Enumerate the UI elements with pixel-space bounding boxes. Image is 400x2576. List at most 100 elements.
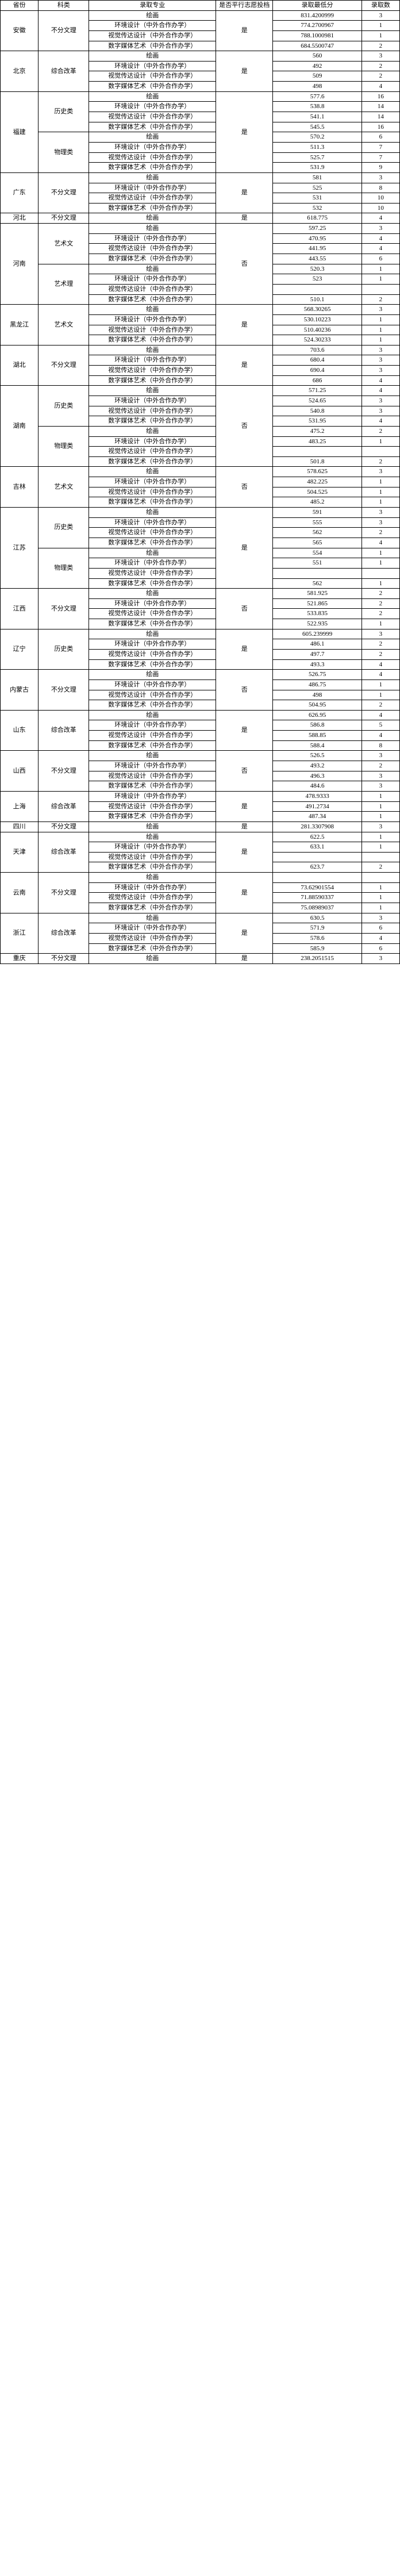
count-cell: 3 [361,305,399,315]
major-cell: 绘画 [89,386,216,396]
parallel-cell: 是 [216,954,273,964]
count-cell: 3 [361,781,399,792]
score-cell: 470.95 [273,233,361,244]
score-cell: 586.8 [273,720,361,731]
table-row: 福建历史类绘画是577.616 [1,91,400,102]
score-cell: 605.239999 [273,629,361,639]
major-cell: 绘画 [89,832,216,842]
count-cell [361,873,399,883]
score-cell: 520.3 [273,264,361,274]
table-row: 上海综合改革环境设计（中外合作办学）是478.93331 [1,791,400,801]
count-cell: 4 [361,659,399,670]
parallel-cell: 是 [216,10,273,51]
score-cell: 532 [273,203,361,213]
major-cell: 环境设计（中外合作办学） [89,842,216,853]
count-cell: 1 [361,30,399,41]
major-cell: 绘画 [89,954,216,964]
major-cell: 绘画 [89,913,216,923]
province-cell: 辽宁 [1,629,39,670]
count-cell: 3 [361,629,399,639]
count-cell: 2 [361,700,399,711]
major-cell: 数字媒体艺术（中外合作办学） [89,862,216,873]
table-row: 吉林艺术文绘画否578.6253 [1,467,400,477]
score-cell: 562 [273,578,361,589]
score-cell: 581.925 [273,589,361,599]
score-cell: 498 [273,82,361,92]
score-cell: 443.55 [273,254,361,264]
major-cell: 视觉传达设计（中外合作办学） [89,568,216,578]
score-cell: 562 [273,528,361,538]
count-cell: 3 [361,355,399,366]
count-cell: 1 [361,619,399,629]
score-cell: 486.75 [273,679,361,690]
table-row: 浙江综合改革绘画是630.53 [1,913,400,923]
count-cell: 4 [361,82,399,92]
major-cell: 绘画 [89,224,216,234]
major-cell: 数字媒体艺术（中外合作办学） [89,122,216,132]
major-cell: 环境设计（中外合作办学） [89,183,216,193]
count-cell [361,284,399,294]
major-cell: 环境设计（中外合作办学） [89,436,216,447]
major-cell: 数字媒体艺术（中外合作办学） [89,416,216,427]
score-cell: 483.25 [273,436,361,447]
score-cell: 526.75 [273,670,361,680]
score-cell: 485.2 [273,497,361,508]
score-cell: 540.8 [273,406,361,416]
score-cell: 524.30233 [273,335,361,345]
major-cell: 数字媒体艺术（中外合作办学） [89,659,216,670]
count-cell: 8 [361,740,399,751]
score-cell: 684.5500747 [273,41,361,51]
province-cell: 湖南 [1,386,39,467]
score-cell [273,852,361,862]
count-cell: 4 [361,933,399,943]
count-cell: 3 [361,345,399,355]
parallel-cell: 是 [216,91,273,172]
major-cell: 视觉传达设计（中外合作办学） [89,731,216,741]
count-cell: 1 [361,497,399,508]
major-cell: 绘画 [89,821,216,832]
score-cell: 497.7 [273,650,361,660]
major-cell: 视觉传达设计（中外合作办学） [89,284,216,294]
category-cell: 综合改革 [39,51,89,92]
table-row: 山西不分文理绘画否526.53 [1,751,400,761]
score-cell: 618.775 [273,213,361,224]
major-cell: 绘画 [89,629,216,639]
table-row: 云南不分文理绘画是 [1,873,400,883]
province-cell: 湖北 [1,345,39,386]
count-cell: 16 [361,122,399,132]
category-cell: 物理类 [39,132,89,173]
major-cell: 环境设计（中外合作办学） [89,791,216,801]
major-cell: 绘画 [89,873,216,883]
count-cell: 2 [361,41,399,51]
score-cell: 581 [273,172,361,183]
score-cell: 504.525 [273,487,361,497]
parallel-cell: 是 [216,710,273,751]
count-cell: 2 [361,650,399,660]
major-cell: 环境设计（中外合作办学） [89,679,216,690]
score-cell: 554 [273,548,361,558]
score-cell: 510.40236 [273,325,361,335]
score-cell: 541.1 [273,112,361,122]
major-cell: 绘画 [89,132,216,143]
score-cell: 703.6 [273,345,361,355]
table-row: 辽宁历史类绘画是605.2399993 [1,629,400,639]
score-cell: 238.2051515 [273,954,361,964]
province-cell: 北京 [1,51,39,92]
score-cell: 531 [273,193,361,204]
parallel-cell: 是 [216,51,273,92]
table-row: 河北不分文理绘画是618.7754 [1,213,400,224]
count-cell: 10 [361,203,399,213]
major-cell: 数字媒体艺术（中外合作办学） [89,538,216,548]
count-cell: 1 [361,264,399,274]
major-cell: 数字媒体艺术（中外合作办学） [89,82,216,92]
score-cell [273,568,361,578]
count-cell: 1 [361,903,399,913]
table-row: 天津综合改革绘画是622.51 [1,832,400,842]
count-cell: 2 [361,609,399,619]
count-cell: 9 [361,163,399,173]
count-cell [361,852,399,862]
major-cell: 环境设计（中外合作办学） [89,923,216,934]
major-cell: 环境设计（中外合作办学） [89,558,216,569]
score-cell: 560 [273,51,361,62]
category-cell: 不分文理 [39,345,89,386]
